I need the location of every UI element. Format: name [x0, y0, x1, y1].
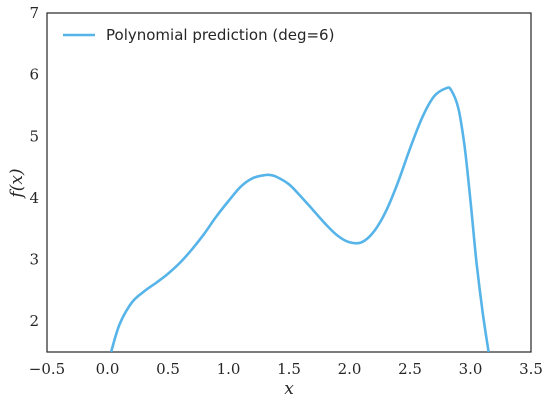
y-tick-label: 6: [29, 66, 39, 84]
y-tick-label: 3: [29, 251, 39, 269]
x-tick-label: 0.5: [156, 360, 180, 378]
y-tick-label: 2: [29, 312, 39, 330]
x-tick-label: 2.0: [338, 360, 362, 378]
x-tick-label: 2.5: [398, 360, 422, 378]
x-tick-label: 0.0: [96, 360, 120, 378]
x-tick-label: −0.5: [29, 360, 65, 378]
y-tick-label: 7: [29, 4, 39, 22]
legend-box: [54, 20, 316, 50]
x-tick-label: 3.0: [459, 360, 483, 378]
legend-label: Polynomial prediction (deg=6): [106, 26, 334, 44]
series-line-0: [109, 86, 490, 352]
plot-area-frame: [46, 12, 532, 353]
x-tick-label: 3.5: [519, 360, 543, 378]
x-axis-label: x: [284, 379, 294, 399]
y-tick-label: 4: [29, 189, 39, 207]
y-tick-label: 5: [29, 127, 39, 145]
y-axis-label: f(x): [7, 168, 27, 199]
x-tick-label: 1.0: [217, 360, 241, 378]
x-tick-label: 1.5: [277, 360, 301, 378]
legend: Polynomial prediction (deg=6): [54, 20, 334, 50]
